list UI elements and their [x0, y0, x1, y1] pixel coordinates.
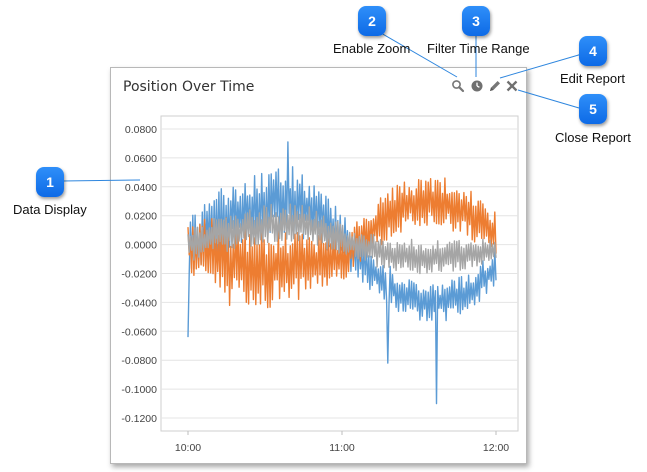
x-tick-label: 10:00 [175, 442, 201, 454]
report-widget: 0.0800 0.0600 0.0400 0.0200 0.0000 -0.0200 -0.… [110, 67, 527, 464]
y-tick-label: 0.0600 [125, 153, 157, 165]
close-icon[interactable] [504, 78, 520, 94]
y-tick-label: -0.0600 [121, 326, 157, 338]
series-line-3 [187, 203, 497, 275]
callout-label-enable-zoom: Enable Zoom [333, 41, 411, 56]
callout-line-5 [517, 89, 580, 109]
y-tick-label: 0.0800 [125, 124, 157, 136]
magnifier-icon[interactable] [450, 78, 466, 94]
callout-badge-2: 2 [358, 6, 386, 36]
callout-badge-1: 1 [36, 167, 64, 197]
series-line-2 [187, 177, 497, 309]
callout-badge-5: 5 [579, 94, 607, 124]
callout-label-close-report: Close Report [555, 130, 631, 145]
y-tick-label: 0.0000 [125, 240, 157, 252]
y-tick-label: -0.0200 [121, 269, 157, 281]
clock-icon[interactable] [469, 78, 485, 94]
callout-label-edit-report: Edit Report [560, 71, 626, 86]
y-tick-label: -0.1000 [121, 384, 157, 396]
x-tick-label: 11:00 [329, 442, 355, 454]
y-tick-label: -0.1200 [121, 413, 157, 425]
y-tick-label: 0.0400 [125, 182, 157, 194]
callout-badge-4: 4 [579, 36, 607, 66]
widget-title: Position Over Time [123, 79, 255, 95]
callout-badge-3: 3 [462, 6, 490, 36]
y-tick-label: 0.0200 [125, 211, 157, 223]
callout-label-data-display: Data Display [13, 202, 87, 217]
y-tick-label: -0.0800 [121, 355, 157, 367]
callout-label-filter-time-range: Filter Time Range [427, 41, 530, 56]
x-tick-label: 12:00 [483, 442, 509, 454]
y-tick-label: -0.0400 [121, 297, 157, 309]
pencil-icon[interactable] [487, 78, 503, 94]
position-chart[interactable]: 0.0800 0.0600 0.0400 0.0200 0.0000 -0.0200 -0.… [111, 68, 526, 463]
